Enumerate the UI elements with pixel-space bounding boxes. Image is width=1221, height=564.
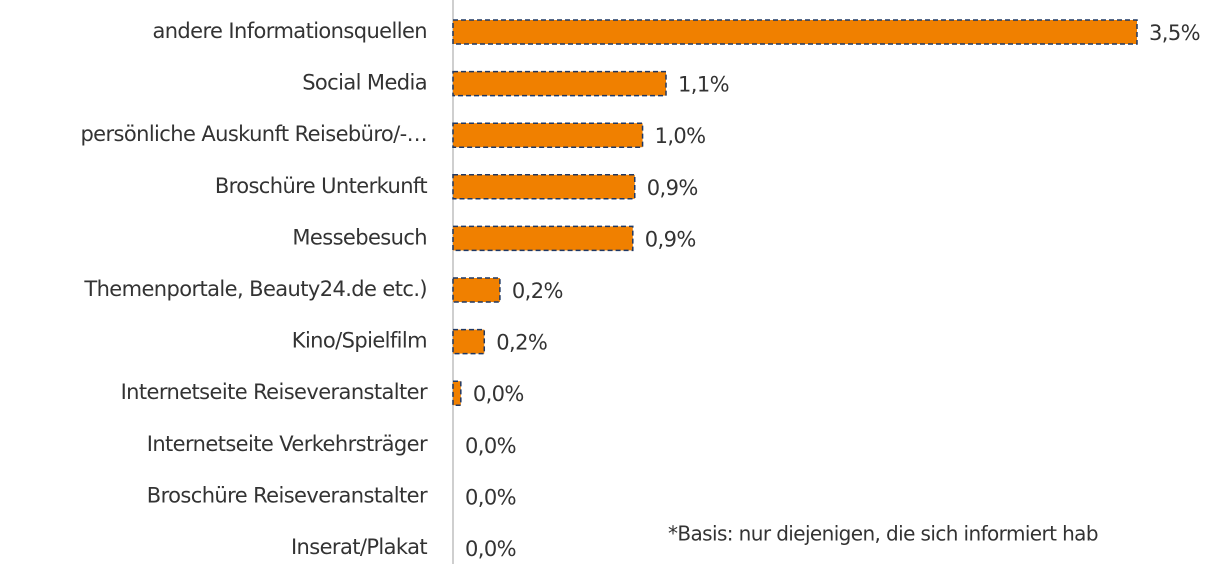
y-tick-label: persönliche Auskunft Reisebüro/-… <box>80 122 427 146</box>
value-label: 0,0% <box>473 382 524 406</box>
bar <box>452 174 636 200</box>
bar <box>452 70 667 97</box>
y-tick-label: Broschüre Reiseveranstalter <box>147 483 428 507</box>
bar <box>452 380 462 406</box>
value-label: 0,2% <box>512 279 563 303</box>
bar <box>452 122 644 148</box>
y-tick-label: andere Informationsquellen <box>152 19 427 43</box>
value-label: 1,1% <box>678 73 729 97</box>
footnote: *Basis: nur diejenigen, die sich informi… <box>668 522 1098 546</box>
value-label: 0,0% <box>465 434 516 458</box>
bar <box>452 225 634 252</box>
y-tick-label: Kino/Spielfilm <box>292 329 427 353</box>
y-tick-label: Broschüre Unterkunft <box>215 174 428 198</box>
bar <box>452 328 486 355</box>
y-tick-label: Internetseite Reiseveranstalter <box>121 380 428 404</box>
value-label: 0,0% <box>465 485 516 509</box>
y-tick-label: Themenportale, Beauty24.de etc.) <box>83 277 427 301</box>
value-label: 0,9% <box>645 227 696 251</box>
value-label: 3,5% <box>1149 21 1200 45</box>
value-label: 0,9% <box>647 176 698 200</box>
value-label: 1,0% <box>655 124 706 148</box>
value-label: 0,0% <box>465 537 516 561</box>
y-tick-label: Social Media <box>302 71 427 95</box>
value-label: 0,2% <box>496 331 547 355</box>
y-tick-label: Inserat/Plakat <box>291 535 427 559</box>
y-tick-label: Internetseite Verkehrsträger <box>147 432 428 456</box>
bar <box>452 19 1138 45</box>
bar <box>452 277 501 303</box>
y-tick-label: Messebesuch <box>292 225 427 249</box>
